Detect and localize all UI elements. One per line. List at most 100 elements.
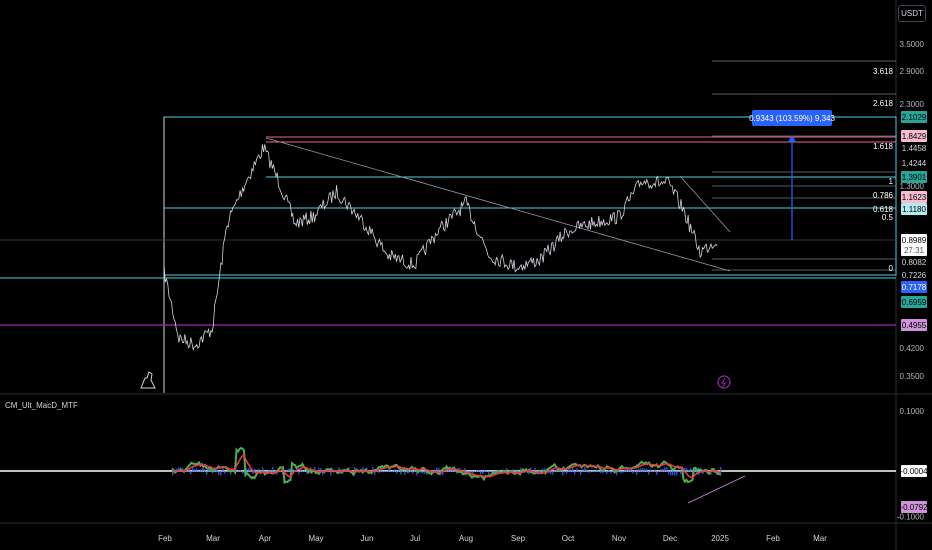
macd-histogram-bar [252,471,254,474]
macd-histogram-bar [562,471,564,476]
price-tick-2: 2.3000 [900,100,925,109]
macd-histogram-bar [220,471,222,476]
macd-histogram-bar [688,469,690,472]
macd-histogram-bar [598,471,600,472]
macd-histogram-bar [606,471,608,475]
dino-logo-outline-icon [140,371,156,389]
macd-histogram-bar [238,470,240,472]
macd-histogram-bar [270,469,272,472]
price-tick-3: 1.3000 [900,182,925,191]
measure-label-box[interactable] [752,110,832,126]
macd-trendline[interactable] [687,475,746,504]
macd-histogram-bar [452,469,454,472]
macd-histogram-bar [338,467,340,472]
price-tag-text-1: 1.8429 [902,132,927,141]
macd-histogram-bar [404,471,406,475]
macd-histogram-bar [582,468,584,472]
macd-histogram-bar [502,469,504,472]
price-tag-text-8: 27:31 [904,246,925,255]
price-tag-text-7: 0.8989 [902,236,927,245]
macd-histogram-bar [318,467,320,472]
macd-histogram-bar [658,471,660,472]
price-tag-8 [901,244,927,256]
macd-histogram-bar [576,468,578,472]
x-tick-label-13: Mar [813,534,827,543]
macd-line[interactable] [171,446,722,485]
macd-histogram-bar [298,471,300,475]
price-tag-text-12: 0.6959 [902,298,927,307]
macd-histogram-bar [624,469,626,472]
macd-histogram-bar [596,469,598,472]
macd-histogram-bar [648,471,650,475]
price-tag-12 [901,296,927,308]
macd-histogram-bar [512,469,514,472]
price-series-line[interactable] [163,144,718,352]
x-tick-label-3: May [308,534,323,543]
macd-histogram-bar [498,469,500,472]
x-tick-label-1: Mar [206,534,220,543]
macd-histogram-bar [660,469,662,472]
price-tag-text-2: 1.4458 [902,144,927,153]
macd-histogram-bar [628,470,630,472]
macd-histogram-bar [218,471,220,475]
price-tag-0 [901,111,927,123]
macd-signal-line[interactable] [172,453,722,479]
macd-histogram-bar [322,471,324,476]
macd-histogram-bar [346,471,348,473]
macd-histogram-bar [720,467,722,472]
macd-histogram-bar [388,467,390,472]
descending-trendline[interactable] [265,137,731,272]
price-tag-text-0: 2.1029 [902,113,927,122]
macd-histogram-bar [412,471,414,475]
macd-histogram-bar [684,468,686,472]
range-rectangle[interactable] [163,116,897,276]
macd-histogram-bar [650,469,652,472]
x-tick-label-0: Feb [158,534,172,543]
macd-histogram-bar [574,471,576,475]
macd-histogram-bar [572,467,574,472]
trendline-short[interactable] [679,175,731,233]
macd-tag-text-0: -0.0004 [900,467,928,476]
macd-histogram-bar [670,471,672,476]
price-tag-7 [901,234,927,246]
macd-histogram-bar [396,471,398,474]
macd-histogram-bar [456,471,458,474]
macd-histogram-bar [442,471,444,476]
price-tag-text-13: 0.4955 [902,321,927,330]
macd-histogram-bar [424,471,426,474]
macd-histogram-bar [654,469,656,472]
fib-label-6: 0.5 [882,213,894,222]
macd-histogram-bar [302,471,304,473]
price-tag-9 [901,256,927,268]
macd-histogram-bar [520,467,522,472]
price-tag-text-3: 1.4244 [902,159,927,168]
fib-label-5: 0.618 [873,205,894,214]
macd-histogram-bar [472,471,474,476]
macd-histogram-bar [172,471,174,476]
currency-selector[interactable]: USDT [898,5,926,22]
macd-histogram-bar [476,469,478,472]
macd-histogram-bar [250,469,252,472]
macd-histogram-bar [626,468,628,472]
macd-histogram-bar [696,471,698,474]
macd-histogram-bar [242,471,244,474]
macd-histogram-bar [536,470,538,472]
macd-histogram-bar [374,471,376,475]
lightning-event-icon[interactable] [717,375,731,389]
macd-histogram-bar [586,469,588,472]
macd-histogram-bar [342,471,344,475]
macd-tag-1 [901,501,927,513]
price-tag-6 [901,203,927,215]
macd-histogram-bar [320,467,322,472]
price-tag-13 [901,319,927,331]
macd-histogram-bar [664,467,666,472]
x-tick-label-4: Jun [361,534,374,543]
macd-histogram-bar [292,468,294,472]
macd-histogram-bar [496,471,498,476]
price-tag-text-4: 1.3901 [902,173,927,182]
macd-histogram-bar [176,468,178,472]
macd-histogram-bar [422,471,424,474]
macd-histogram-bar [488,471,490,475]
fib-label-7: 0 [889,264,894,273]
